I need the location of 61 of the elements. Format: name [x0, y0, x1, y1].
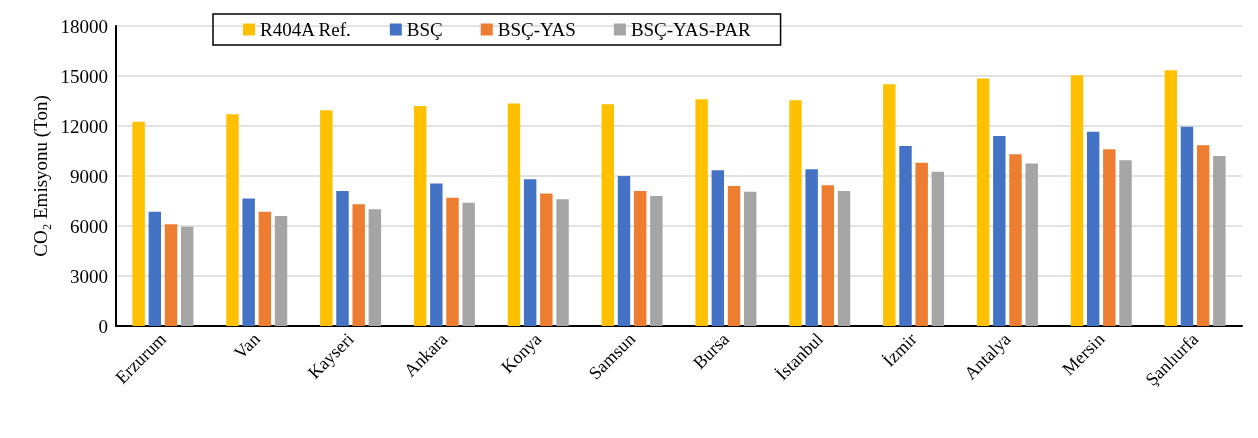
y-tick-label: 12000 [60, 115, 108, 137]
legend-label: BSÇ [406, 19, 443, 40]
bar [931, 171, 945, 326]
y-tick-label: 15000 [60, 65, 108, 87]
x-tick-label: Van [229, 328, 264, 363]
bar [180, 226, 194, 326]
bar [430, 183, 443, 326]
bar [242, 198, 255, 326]
legend-label: BSÇ-YAS [497, 19, 576, 40]
bar [320, 110, 333, 326]
bar [164, 224, 178, 326]
bar [650, 196, 663, 326]
bar [258, 211, 272, 326]
y-tick-label: 6000 [70, 215, 108, 237]
y-tick-label: 0 [98, 315, 108, 337]
y-tick-label: 3000 [70, 265, 108, 287]
bar [976, 78, 990, 326]
bar [132, 121, 145, 326]
bar [1103, 149, 1116, 326]
bar [462, 202, 475, 326]
bar [789, 100, 802, 326]
bar [507, 103, 521, 326]
bar [837, 191, 851, 326]
bar [1009, 154, 1022, 326]
bar [368, 209, 382, 326]
legend-label: R404A Ref. [260, 19, 351, 40]
bar [1025, 163, 1038, 326]
bar [523, 179, 537, 326]
bar [336, 191, 349, 326]
bar [1164, 70, 1178, 326]
bar [446, 197, 459, 326]
bar [915, 162, 928, 326]
bar [711, 170, 725, 326]
bar [1180, 126, 1194, 326]
bar [413, 106, 427, 326]
bar [617, 176, 631, 326]
y-tick-label: 9000 [70, 165, 108, 187]
bar [805, 169, 818, 326]
bar [274, 216, 288, 326]
bar [727, 186, 741, 326]
y-axis-title: CO₂ Emisyonu (Ton) [29, 95, 52, 257]
bar [1070, 75, 1084, 326]
bar [1213, 156, 1226, 326]
bar [148, 211, 162, 326]
bar [1196, 145, 1210, 326]
bar [352, 204, 365, 326]
y-tick-label: 18000 [60, 15, 108, 37]
bar [899, 146, 912, 326]
bar [633, 191, 647, 326]
legend-label: BSÇ-YAS-PAR [630, 19, 751, 40]
bar [883, 84, 896, 326]
bar [601, 104, 615, 326]
bar [556, 199, 569, 326]
bar [743, 191, 757, 326]
bar [821, 185, 835, 326]
bar [1086, 131, 1100, 326]
bar [1119, 160, 1132, 326]
bar [993, 136, 1006, 326]
bar [540, 193, 553, 326]
bar [695, 99, 708, 326]
bar [226, 114, 239, 326]
